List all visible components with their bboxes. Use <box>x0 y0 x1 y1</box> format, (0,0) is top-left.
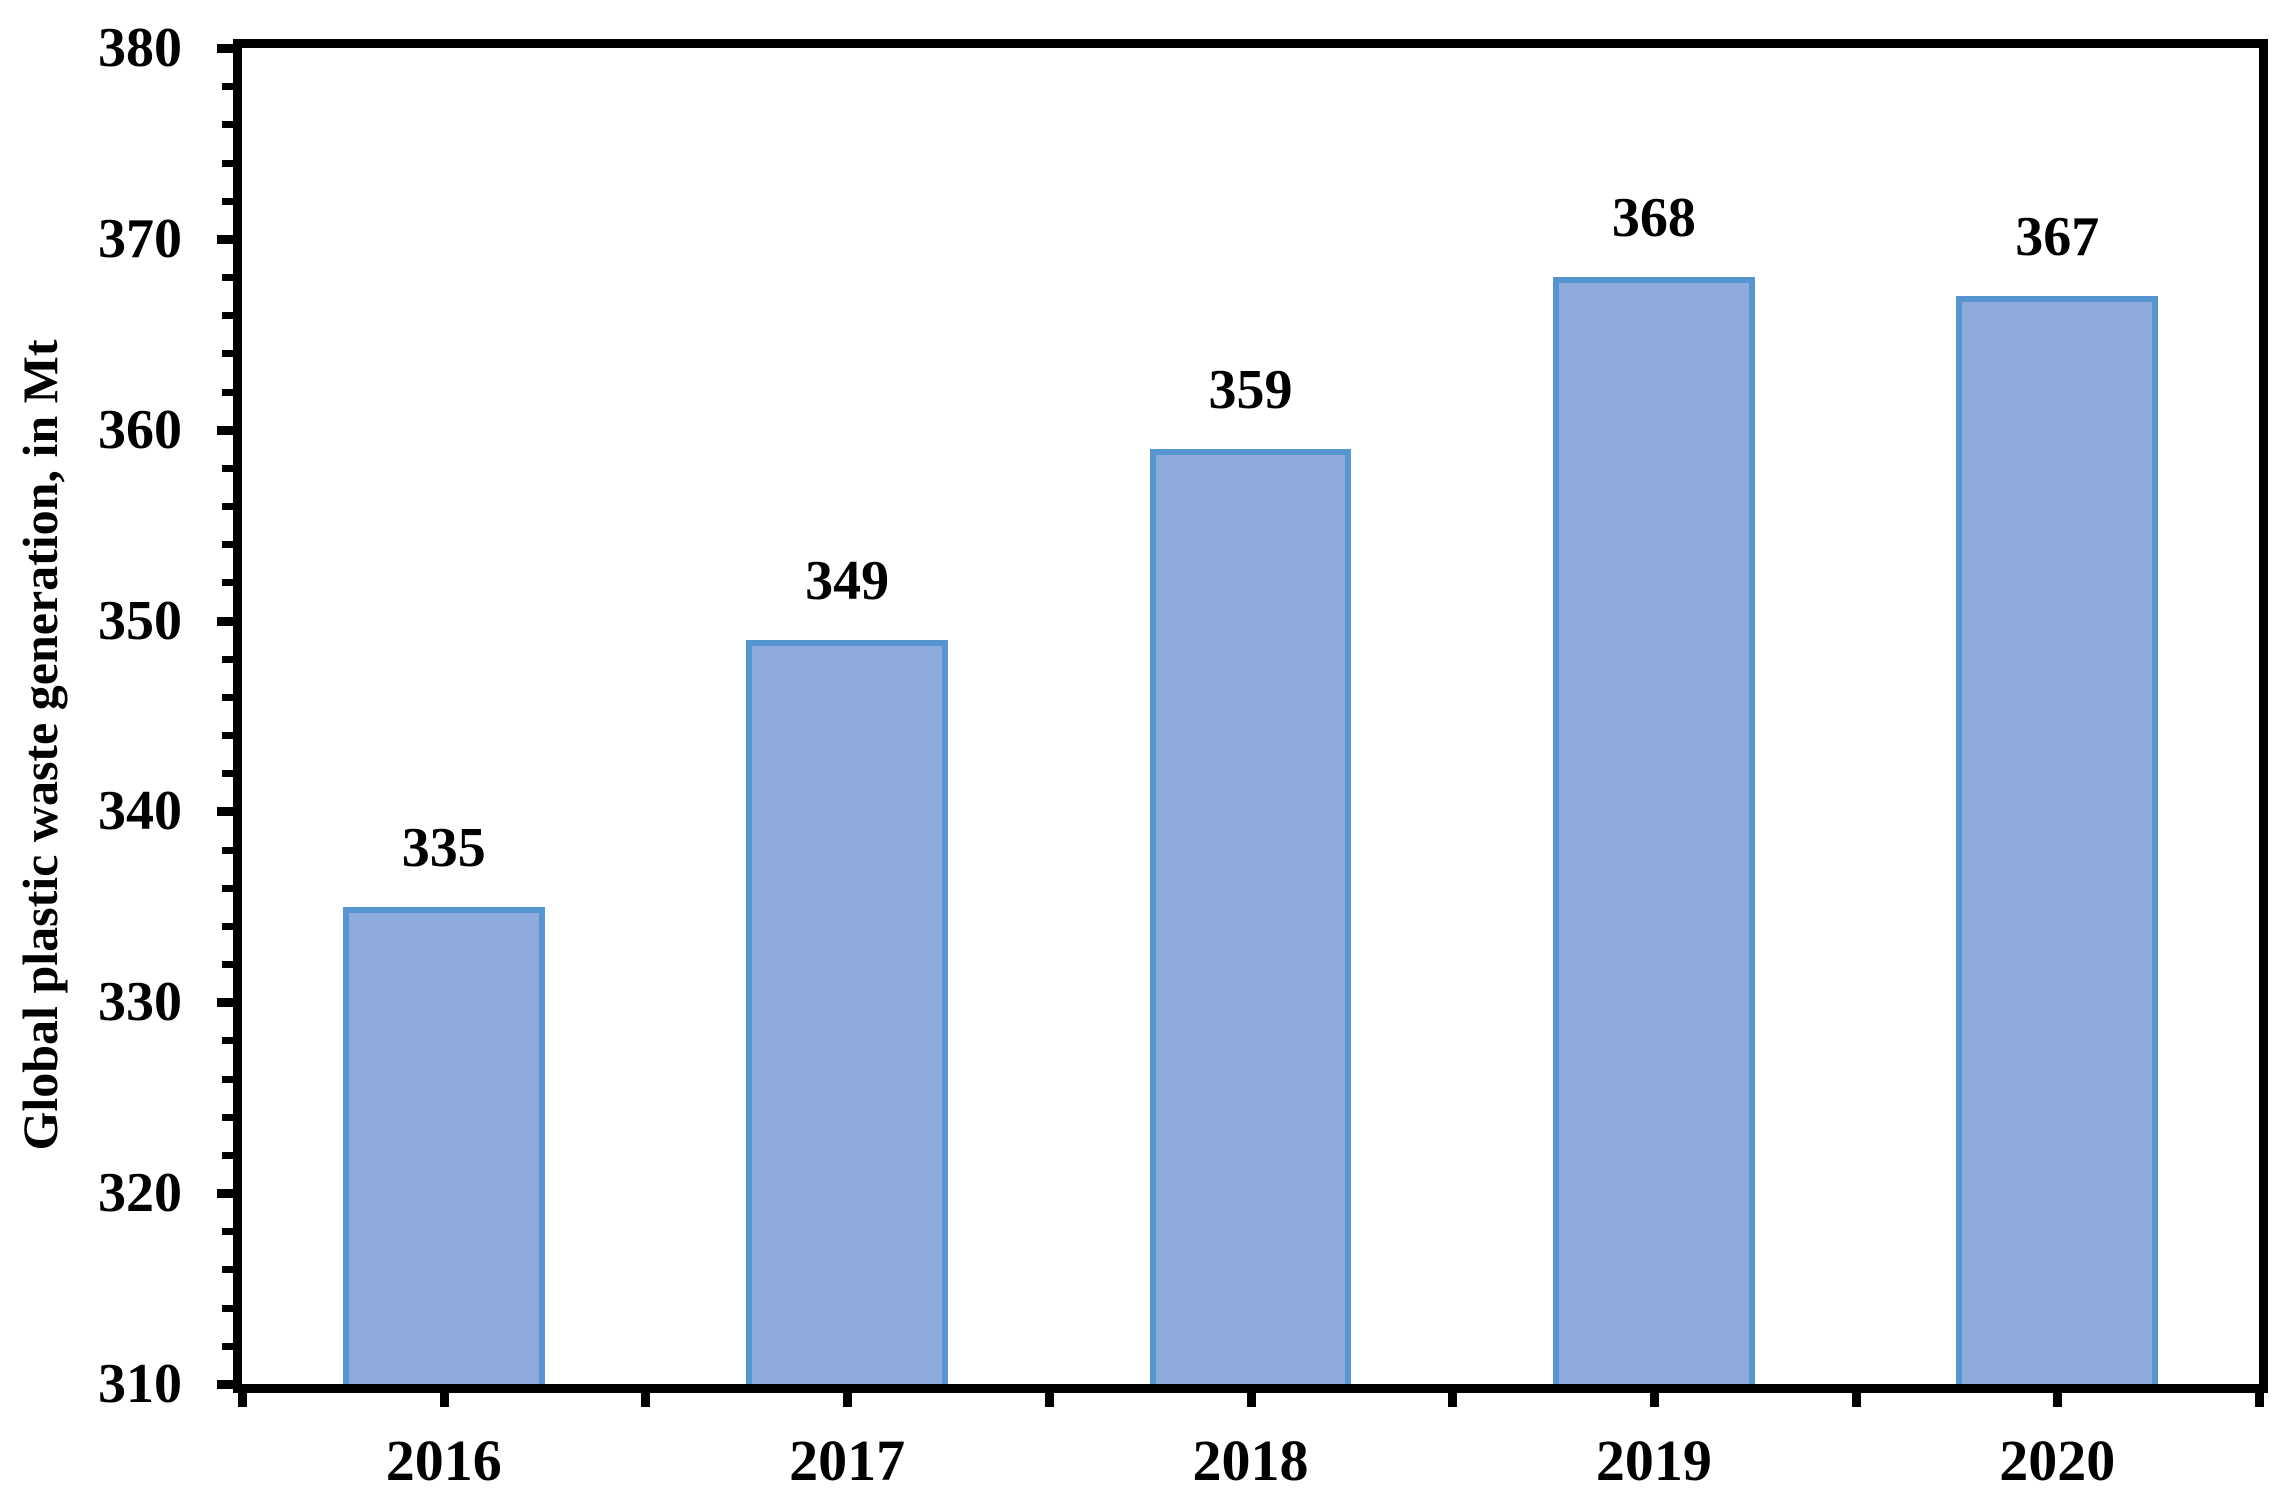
y-tick-minor <box>222 846 233 854</box>
y-tick-minor <box>222 464 233 472</box>
x-category-label: 2018 <box>1192 1428 1309 1493</box>
x-tick <box>1448 1393 1458 1407</box>
x-tick <box>1649 1393 1659 1407</box>
y-tick-minor <box>222 922 233 930</box>
y-tick-minor <box>222 655 233 663</box>
y-tick-major <box>217 425 233 435</box>
y-tick-label: 360 <box>98 398 182 461</box>
bar-value-label: 335 <box>401 816 486 879</box>
y-tick-minor <box>222 541 233 549</box>
bar <box>342 906 545 1384</box>
y-tick-label: 370 <box>98 207 182 270</box>
y-tick-major <box>217 998 233 1008</box>
y-tick-minor <box>222 1113 233 1121</box>
bar-value-label: 359 <box>1208 358 1293 421</box>
y-tick-minor <box>222 503 233 511</box>
y-tick-label: 350 <box>98 589 182 652</box>
bar <box>1553 277 1755 1384</box>
x-tick <box>641 1393 651 1407</box>
y-tick-minor <box>222 1037 233 1045</box>
y-tick-minor <box>222 197 233 205</box>
x-category-label: 2019 <box>1595 1428 1712 1493</box>
x-tick <box>2255 1393 2264 1407</box>
x-tick <box>1851 1393 1861 1407</box>
y-tick-minor <box>222 1266 233 1274</box>
y-tick-label: 320 <box>98 1162 182 1225</box>
x-tick <box>1246 1393 1256 1407</box>
y-tick-minor <box>222 1151 233 1159</box>
y-tick-major <box>217 44 233 53</box>
y-tick-major <box>217 234 233 244</box>
bar-value-label: 368 <box>1611 187 1696 250</box>
y-tick-minor <box>222 1342 233 1350</box>
y-tick-minor <box>222 312 233 320</box>
y-tick-minor <box>222 961 233 969</box>
x-category-label: 2017 <box>789 1428 906 1493</box>
y-tick-label: 310 <box>98 1353 182 1415</box>
bar <box>1149 448 1352 1384</box>
bar-value-label: 349 <box>805 549 890 612</box>
y-tick-minor <box>222 83 233 91</box>
bar-value-label: 367 <box>2015 206 2100 269</box>
y-tick-minor <box>222 693 233 701</box>
y-tick-minor <box>222 770 233 778</box>
y-tick-major <box>217 1189 233 1199</box>
y-tick-minor <box>222 121 233 129</box>
y-tick-label: 330 <box>98 971 182 1034</box>
y-tick-minor <box>222 274 233 282</box>
y-tick-minor <box>222 388 233 396</box>
y-tick-minor <box>222 1075 233 1083</box>
y-tick-label: 380 <box>98 17 182 79</box>
y-tick-major <box>217 1380 233 1389</box>
x-tick <box>1044 1393 1054 1407</box>
y-tick-minor <box>222 1304 233 1312</box>
y-tick-minor <box>222 1228 233 1236</box>
bar <box>1956 296 2159 1384</box>
y-tick-minor <box>222 159 233 167</box>
y-tick-major <box>217 616 233 626</box>
x-tick <box>843 1393 853 1407</box>
x-tick <box>439 1393 449 1407</box>
bar <box>746 639 948 1384</box>
y-tick-label: 340 <box>98 780 182 843</box>
x-tick <box>2053 1393 2063 1407</box>
y-tick-minor <box>222 884 233 892</box>
y-tick-minor <box>222 579 233 587</box>
x-tick <box>238 1393 247 1407</box>
x-category-label: 2020 <box>1999 1428 2116 1493</box>
y-tick-major <box>217 807 233 817</box>
y-tick-minor <box>222 350 233 358</box>
x-category-label: 2016 <box>385 1428 502 1493</box>
y-tick-minor <box>222 732 233 740</box>
